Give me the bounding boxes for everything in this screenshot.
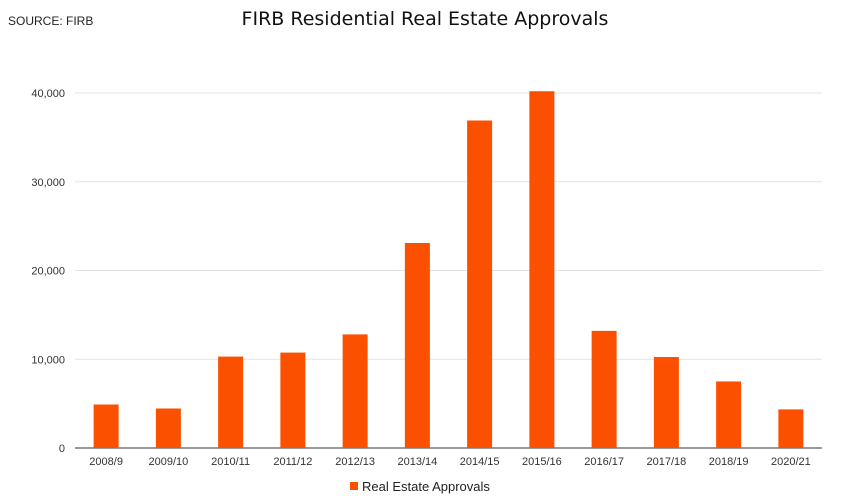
legend-swatch — [350, 482, 358, 490]
x-tick-label: 2016/17 — [584, 456, 624, 468]
x-tick-label: 2017/18 — [646, 456, 686, 468]
y-tick-label: 30,000 — [31, 177, 65, 189]
bar-2011/12 — [280, 352, 306, 448]
x-tick-label: 2012/13 — [335, 456, 375, 468]
y-axis-tick-labels: 0 10,000 20,000 30,000 40,000 — [31, 88, 65, 455]
y-tick-label: 40,000 — [31, 88, 65, 100]
bar-2014/15 — [467, 120, 493, 448]
gridlines — [75, 92, 822, 449]
x-tick-label: 2015/16 — [522, 456, 562, 468]
legend: Real Estate Approvals — [350, 479, 490, 494]
legend-label: Real Estate Approvals — [362, 479, 490, 494]
x-tick-label: 2018/19 — [709, 456, 749, 468]
x-tick-label: 2011/12 — [273, 456, 312, 468]
bar-2017/18 — [653, 357, 679, 448]
bar-2018/19 — [716, 381, 742, 448]
bar-2020/21 — [778, 409, 804, 448]
x-axis-tick-labels: 2008/9 2009/10 2010/11 2011/12 2012/13 2013/1… — [89, 456, 810, 468]
y-tick-label: 20,000 — [31, 266, 65, 278]
y-tick-label: 0 — [59, 443, 65, 455]
x-tick-label: 2009/10 — [148, 456, 188, 468]
bar-2009/10 — [155, 408, 181, 448]
bar-2015/16 — [529, 91, 555, 448]
bar-2008/9 — [93, 404, 119, 448]
x-tick-label: 2008/9 — [89, 456, 123, 468]
x-tick-label: 2014/15 — [460, 456, 500, 468]
x-tick-label: 2020/21 — [771, 456, 811, 468]
bar-2010/11 — [218, 356, 244, 448]
bar-2012/13 — [342, 334, 368, 448]
source-label: SOURCE: FIRB — [8, 14, 94, 28]
bar-2016/17 — [591, 330, 617, 448]
chart-title: FIRB Residential Real Estate Approvals — [241, 8, 609, 30]
bar-2013/14 — [404, 242, 430, 448]
x-tick-label: 2010/11 — [211, 456, 250, 468]
bars — [93, 91, 804, 448]
y-tick-label: 10,000 — [31, 354, 65, 366]
x-tick-label: 2013/14 — [397, 456, 437, 468]
